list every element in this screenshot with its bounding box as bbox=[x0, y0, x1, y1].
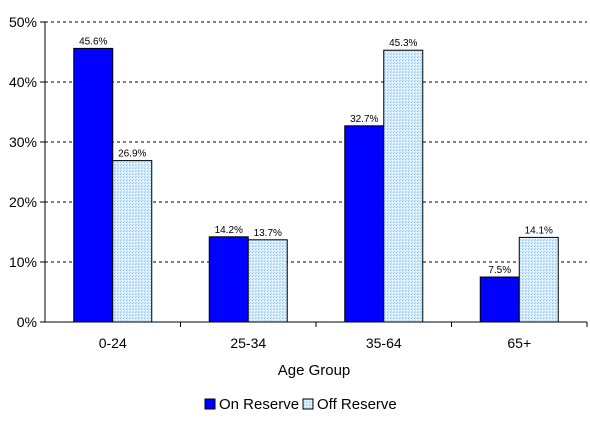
x-tick-label: 35-64 bbox=[366, 335, 402, 351]
data-label: 13.7% bbox=[254, 228, 282, 239]
bar-off-reserve bbox=[518, 236, 559, 323]
data-label: 14.2% bbox=[215, 225, 243, 236]
x-tick-label: 25-34 bbox=[230, 335, 266, 351]
data-label: 45.3% bbox=[389, 38, 417, 49]
y-tick-label: 10% bbox=[9, 254, 37, 270]
data-label: 7.5% bbox=[488, 265, 511, 276]
bar-on-reserve bbox=[208, 236, 249, 323]
bar-on-reserve bbox=[479, 276, 520, 323]
data-label: 45.6% bbox=[79, 36, 107, 47]
y-tick-label: 0% bbox=[17, 314, 37, 330]
bars bbox=[73, 47, 559, 323]
y-tick-label: 30% bbox=[9, 134, 37, 150]
x-tick-label: 65+ bbox=[507, 335, 531, 351]
bar-off-reserve bbox=[112, 160, 153, 323]
legend: On Reserve Off Reserve bbox=[204, 396, 397, 413]
legend-swatch-on-reserve bbox=[204, 398, 216, 410]
bar-off-reserve bbox=[247, 239, 288, 323]
axes bbox=[40, 21, 588, 327]
legend-label: Off Reserve bbox=[317, 396, 397, 413]
bar-off-reserve bbox=[383, 49, 424, 323]
data-label: 14.1% bbox=[525, 225, 553, 236]
data-label: 32.7% bbox=[350, 114, 378, 125]
y-tick-label: 50% bbox=[9, 14, 37, 30]
y-tick-label: 20% bbox=[9, 194, 37, 210]
y-tick-label: 40% bbox=[9, 74, 37, 90]
bar-on-reserve bbox=[73, 47, 114, 323]
legend-label: On Reserve bbox=[219, 396, 299, 413]
x-tick-label: 0-24 bbox=[99, 335, 127, 351]
data-label: 26.9% bbox=[118, 149, 146, 160]
x-axis-title: Age Group bbox=[278, 362, 351, 379]
labels: 0% 10% 20% 30% 40% 50% 45.6% 26.9% 0-24 14.2% 13.7… bbox=[9, 14, 553, 351]
bar-on-reserve bbox=[344, 125, 385, 323]
legend-swatch-off-reserve bbox=[302, 398, 314, 410]
